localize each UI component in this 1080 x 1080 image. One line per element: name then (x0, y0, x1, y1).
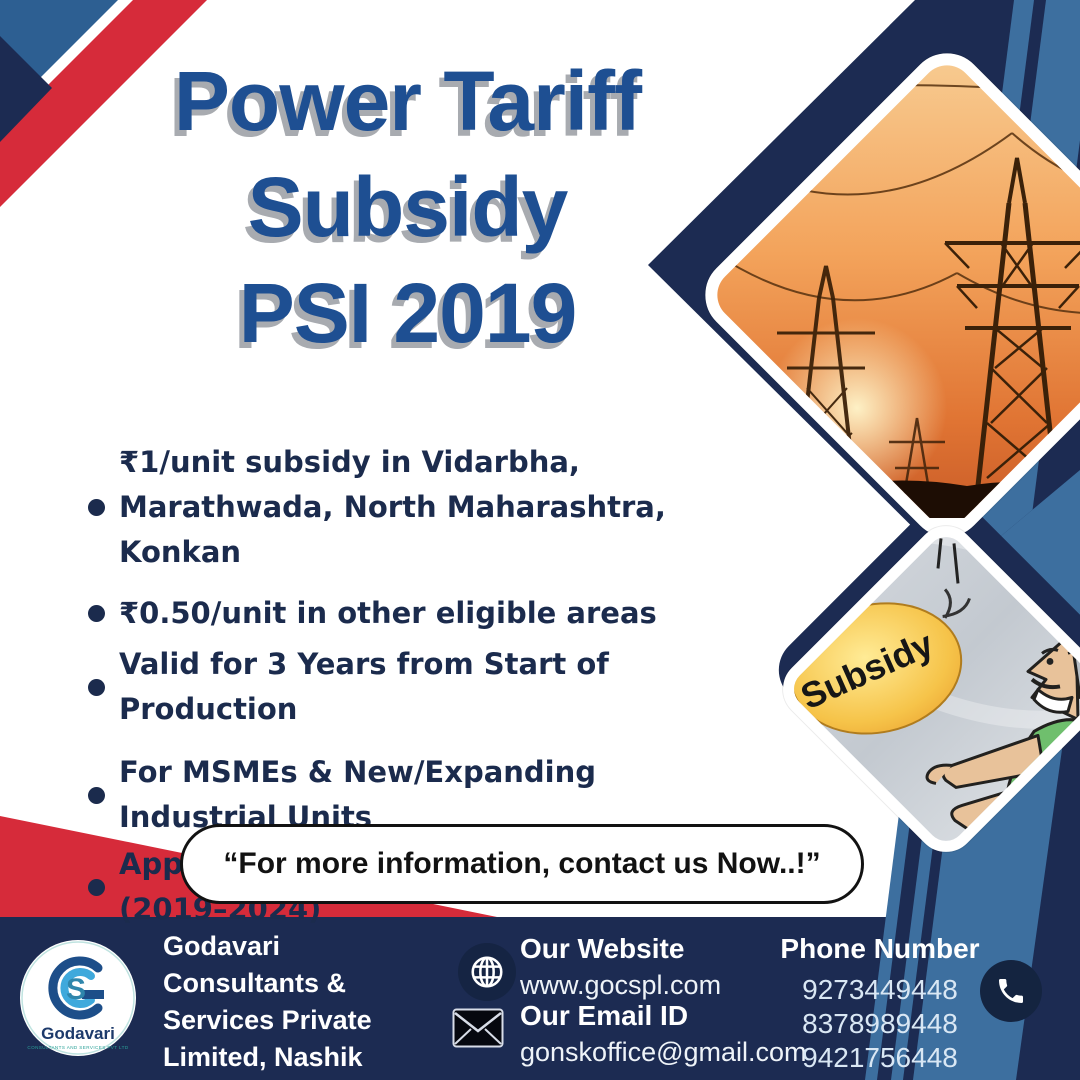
logo-wordmark: Godavari (41, 1024, 115, 1043)
bullet-dot-icon (88, 678, 105, 696)
logo-monogram: S (66, 973, 86, 1006)
bullet-text: ₹1/unit subsidy in Vidarbha, Marathwada,… (119, 445, 666, 569)
bullet-text: For MSMEs & New/Expanding Industrial Uni… (119, 755, 597, 834)
title-line-1: Power Tariff (173, 54, 642, 148)
phone-number: 9421756448 (802, 1042, 958, 1073)
email-icon (452, 1008, 504, 1053)
title-line-3: PSI 2019 (238, 266, 578, 360)
website-url: www.gocspl.com (520, 970, 722, 1000)
phone-icon (999, 979, 1023, 1003)
list-item: For MSMEs & New/Expanding Industrial Uni… (88, 750, 748, 840)
website-icon-badge (458, 943, 516, 1001)
globe-icon (471, 956, 503, 988)
bullet-dot-icon (88, 499, 105, 516)
bullet-dot-icon (88, 878, 105, 896)
cta-text: “For more information, contact us Now..!… (223, 847, 821, 880)
phone-icon-badge (980, 960, 1042, 1022)
list-item: ₹0.50/unit in other eligible areas (88, 591, 748, 636)
title-line-2: Subsidy (247, 160, 569, 254)
bullet-dot-icon (88, 605, 105, 622)
list-item: Valid for 3 Years from Start of Producti… (88, 642, 748, 732)
company-line: Limited, Nashik (163, 1042, 363, 1072)
bullet-text: ₹0.50/unit in other eligible areas (119, 596, 657, 630)
company-line: Godavari (163, 931, 281, 961)
phone-heading: Phone Number (780, 933, 980, 964)
phone-number: 9273449448 (802, 974, 958, 1005)
company-line: Consultants & (163, 968, 347, 998)
cta-pill: “For more information, contact us Now..!… (180, 824, 864, 904)
list-item: ₹1/unit subsidy in Vidarbha, Marathwada,… (88, 440, 748, 575)
power-towers-photo (689, 37, 1080, 553)
company-logo: S Godavari CONSULTANTS AND SERVICES PVT … (20, 940, 136, 1056)
logo-caption: CONSULTANTS AND SERVICES PVT LTD (27, 1045, 128, 1050)
poster-title: Power Tariff Subsidy PSI 2019 (100, 48, 715, 366)
company-line: Services Private (163, 1005, 372, 1035)
bullet-text: Valid for 3 Years from Start of Producti… (119, 647, 609, 726)
company-name: Godavari Consultants & Services Private … (163, 928, 372, 1076)
phone-number: 8378989448 (802, 1008, 958, 1039)
bullet-dot-icon (88, 786, 105, 804)
email-heading: Our Email ID (520, 1000, 689, 1031)
phone-block: Phone Number 9273449448 8378989448 94217… (762, 933, 998, 1075)
email-address: gonskoffice@gmail.com (520, 1037, 807, 1067)
website-heading: Our Website (520, 933, 685, 964)
